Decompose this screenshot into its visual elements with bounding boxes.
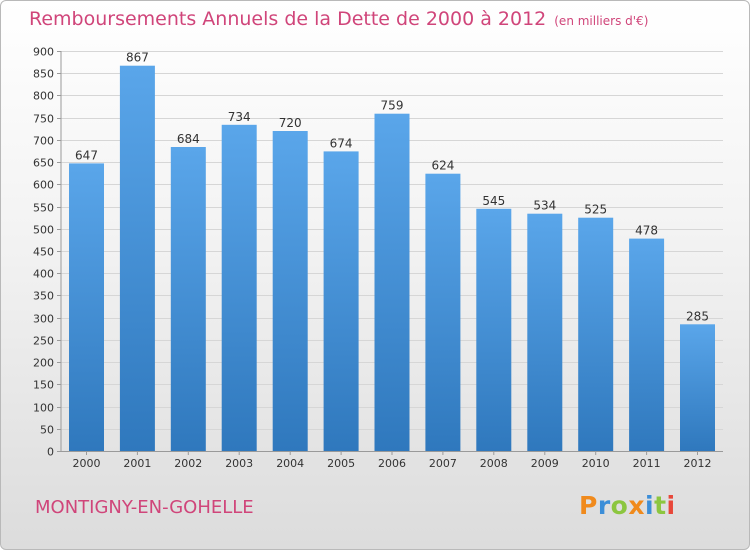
bar-2004 — [272, 131, 308, 451]
y-tick-label: 0 — [47, 446, 54, 459]
logo-letter: x — [628, 491, 645, 520]
x-tick-label-2011: 2011 — [633, 457, 661, 470]
chart-title: Remboursements Annuels de la Dette de 20… — [29, 8, 648, 30]
x-tick-label-2007: 2007 — [429, 457, 457, 470]
y-tick-label: 550 — [33, 202, 54, 215]
proxiti-logo[interactable]: Proxiti — [579, 491, 676, 520]
x-tick-label-2001: 2001 — [123, 457, 151, 470]
bar-2005 — [323, 151, 359, 451]
y-tick-label: 150 — [33, 379, 54, 392]
logo-letter: i — [666, 491, 676, 520]
bar-2001 — [119, 65, 155, 451]
y-axis: 0 50 100 150 200 250 300 350 400 450 500 550 600 650 7… — [33, 46, 62, 459]
x-tick-label-2005: 2005 — [327, 457, 355, 470]
x-tick-label-2002: 2002 — [174, 457, 202, 470]
bar-2010 — [578, 217, 614, 451]
value-label-2005: 674 — [330, 136, 353, 150]
value-label-2009: 534 — [533, 199, 556, 213]
y-tick-label: 350 — [33, 290, 54, 303]
bar-2008 — [476, 208, 512, 451]
x-tick-label-2010: 2010 — [582, 457, 610, 470]
bar-2012 — [680, 324, 715, 451]
y-tick-label: 100 — [33, 402, 54, 415]
bar-2011 — [629, 238, 665, 451]
y-tick-label: 50 — [40, 424, 54, 437]
y-tick-label: 750 — [33, 113, 54, 126]
x-tick-label-2006: 2006 — [378, 457, 406, 470]
chart-unit: (en milliers d'€) — [554, 14, 649, 28]
y-tick-label: 450 — [33, 246, 54, 259]
y-tick-label: 250 — [33, 335, 54, 348]
value-label-2012: 285 — [686, 309, 709, 323]
y-tick-label: 600 — [33, 179, 54, 192]
x-tick-label-2008: 2008 — [480, 457, 508, 470]
logo-letter: r — [597, 491, 611, 520]
logo-letter: o — [610, 491, 629, 520]
y-tick-label: 700 — [33, 135, 54, 148]
y-tick-label: 300 — [33, 313, 54, 326]
chart-title-text: Remboursements Annuels de la Dette de 20… — [29, 8, 547, 30]
bar-2002 — [170, 147, 206, 451]
y-tick-label: 400 — [33, 268, 54, 281]
value-label-2008: 545 — [482, 194, 505, 208]
town-name: MONTIGNY-EN-GOHELLE — [35, 497, 254, 518]
y-tick-label: 850 — [33, 68, 54, 81]
value-label-2010: 525 — [584, 203, 607, 217]
value-label-2003: 734 — [228, 110, 251, 124]
y-tick-label: 900 — [33, 46, 54, 59]
value-label-2002: 684 — [177, 132, 200, 146]
bar-2007 — [425, 173, 461, 451]
logo-letter: t — [654, 491, 667, 520]
x-tick-label-2000: 2000 — [73, 457, 101, 470]
bar-2009 — [527, 213, 563, 451]
value-label-2004: 720 — [279, 116, 302, 130]
value-label-2001: 867 — [126, 51, 149, 65]
y-tick-label: 800 — [33, 90, 54, 103]
value-label-2006: 759 — [381, 99, 404, 113]
logo-letter: i — [645, 491, 655, 520]
x-axis: 2000 2001 2002 2003 2004 2005 2006 2007 2008 2009… — [61, 451, 723, 470]
bar-2006 — [374, 113, 410, 451]
x-tick-label-2012: 2012 — [684, 457, 712, 470]
y-tick-label: 650 — [33, 157, 54, 170]
x-tick-label-2003: 2003 — [225, 457, 253, 470]
bar-2000 — [69, 163, 104, 451]
bar-2003 — [221, 124, 257, 452]
y-tick-label: 500 — [33, 224, 54, 237]
value-label-2000: 647 — [75, 148, 98, 162]
value-label-2007: 624 — [431, 159, 454, 173]
y-tick-label: 200 — [33, 357, 54, 370]
x-tick-label-2004: 2004 — [276, 457, 304, 470]
logo-letter: P — [579, 491, 598, 520]
bars: 647 867 684 734 720 674 759 624 545 534 525 478 285 — [69, 51, 715, 452]
x-tick-label-2009: 2009 — [531, 457, 559, 470]
value-label-2011: 478 — [635, 224, 658, 238]
